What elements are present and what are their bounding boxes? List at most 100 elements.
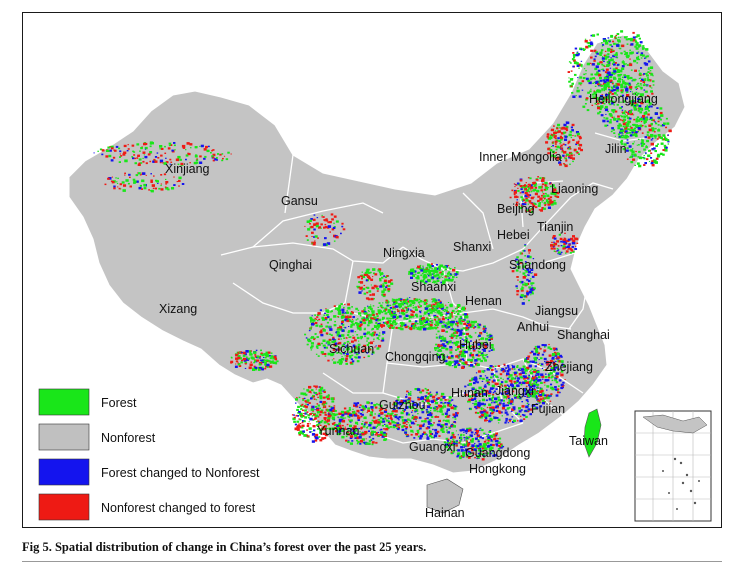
land-cover-pixel (359, 439, 363, 443)
land-cover-pixel (513, 191, 517, 194)
land-cover-pixel (524, 371, 526, 373)
land-cover-pixel (408, 304, 412, 307)
land-cover-pixel (530, 369, 532, 371)
land-cover-pixel (310, 346, 313, 349)
land-cover-pixel (503, 395, 507, 399)
land-cover-pixel (518, 205, 520, 207)
land-cover-pixel (610, 51, 613, 53)
land-cover-pixel (388, 417, 390, 419)
land-cover-pixel (343, 306, 345, 309)
land-cover-pixel (489, 412, 492, 414)
land-cover-pixel (650, 135, 653, 138)
land-cover-pixel (477, 439, 480, 441)
land-cover-pixel (318, 405, 320, 407)
land-cover-pixel (334, 430, 338, 433)
land-cover-pixel (636, 42, 639, 45)
land-cover-pixel (540, 194, 543, 197)
land-cover-pixel (473, 381, 476, 385)
land-cover-pixel (487, 438, 490, 441)
land-cover-pixel (453, 328, 457, 332)
land-cover-pixel (533, 393, 537, 396)
land-cover-pixel (415, 277, 418, 279)
land-cover-pixel (428, 266, 432, 269)
land-cover-pixel (554, 145, 557, 148)
land-cover-pixel (584, 39, 588, 43)
land-cover-pixel (405, 412, 409, 415)
land-cover-pixel (557, 389, 559, 392)
land-cover-pixel (375, 317, 377, 319)
land-cover-pixel (440, 311, 443, 314)
land-cover-pixel (631, 39, 634, 41)
land-cover-pixel (520, 383, 523, 386)
land-cover-pixel (433, 314, 437, 318)
land-cover-pixel (536, 345, 541, 349)
land-cover-pixel (453, 404, 455, 407)
land-cover-pixel (474, 391, 477, 394)
land-cover-pixel (433, 274, 437, 277)
land-cover-pixel (459, 457, 462, 460)
land-cover-pixel (579, 136, 582, 140)
land-cover-pixel (533, 357, 535, 359)
land-cover-pixel (554, 347, 558, 351)
land-cover-pixel (452, 365, 454, 367)
land-cover-pixel (387, 299, 389, 301)
land-cover-pixel (418, 272, 421, 274)
land-cover-pixel (365, 421, 368, 424)
land-cover-pixel (619, 36, 622, 38)
land-cover-pixel (616, 63, 620, 66)
land-cover-pixel (411, 410, 414, 412)
land-cover-pixel (513, 373, 517, 376)
land-cover-pixel (491, 452, 494, 454)
land-cover-pixel (355, 356, 358, 359)
land-cover-pixel (633, 107, 637, 110)
land-cover-pixel (340, 316, 344, 319)
land-cover-pixel (550, 128, 555, 132)
land-cover-pixel (347, 440, 350, 442)
land-cover-pixel (563, 246, 567, 249)
land-cover-pixel (459, 322, 463, 325)
land-cover-pixel (557, 385, 560, 387)
land-cover-pixel (368, 306, 372, 309)
land-cover-pixel (434, 308, 437, 311)
land-cover-pixel (491, 368, 494, 371)
land-cover-pixel (475, 354, 478, 357)
land-cover-pixel (230, 357, 233, 359)
land-cover-pixel (369, 271, 372, 274)
land-cover-pixel (643, 89, 646, 91)
land-cover-pixel (235, 357, 239, 360)
land-cover-pixel (540, 363, 544, 366)
land-cover-pixel (350, 432, 354, 435)
land-cover-pixel (391, 412, 394, 415)
land-cover-pixel (336, 334, 340, 337)
land-cover-pixel (489, 430, 492, 432)
land-cover-pixel (334, 320, 336, 323)
land-cover-pixel (611, 127, 614, 130)
land-cover-pixel (524, 392, 528, 395)
land-cover-pixel (376, 328, 379, 330)
land-cover-pixel (640, 86, 643, 89)
land-cover-pixel (316, 316, 319, 318)
land-cover-pixel (474, 437, 478, 440)
land-cover-pixel (470, 431, 474, 434)
land-cover-pixel (498, 411, 502, 414)
land-cover-pixel (269, 357, 272, 360)
land-cover-pixel (514, 381, 517, 385)
land-cover-pixel (351, 340, 354, 343)
land-cover-pixel (442, 277, 444, 278)
land-cover-pixel (649, 118, 652, 120)
land-cover-pixel (465, 327, 469, 330)
land-cover-pixel (415, 326, 418, 328)
land-cover-pixel (660, 114, 664, 117)
land-cover-pixel (569, 156, 573, 159)
land-cover-pixel (445, 304, 447, 306)
land-cover-pixel (347, 340, 350, 343)
land-cover-pixel (350, 320, 354, 323)
land-cover-pixel (368, 440, 372, 442)
land-cover-pixel (475, 446, 478, 449)
land-cover-pixel (401, 419, 406, 422)
land-cover-pixel (439, 405, 443, 408)
land-cover-pixel (435, 394, 437, 396)
land-cover-pixel (358, 427, 360, 430)
land-cover-pixel (331, 413, 333, 415)
land-cover-pixel (399, 401, 402, 403)
